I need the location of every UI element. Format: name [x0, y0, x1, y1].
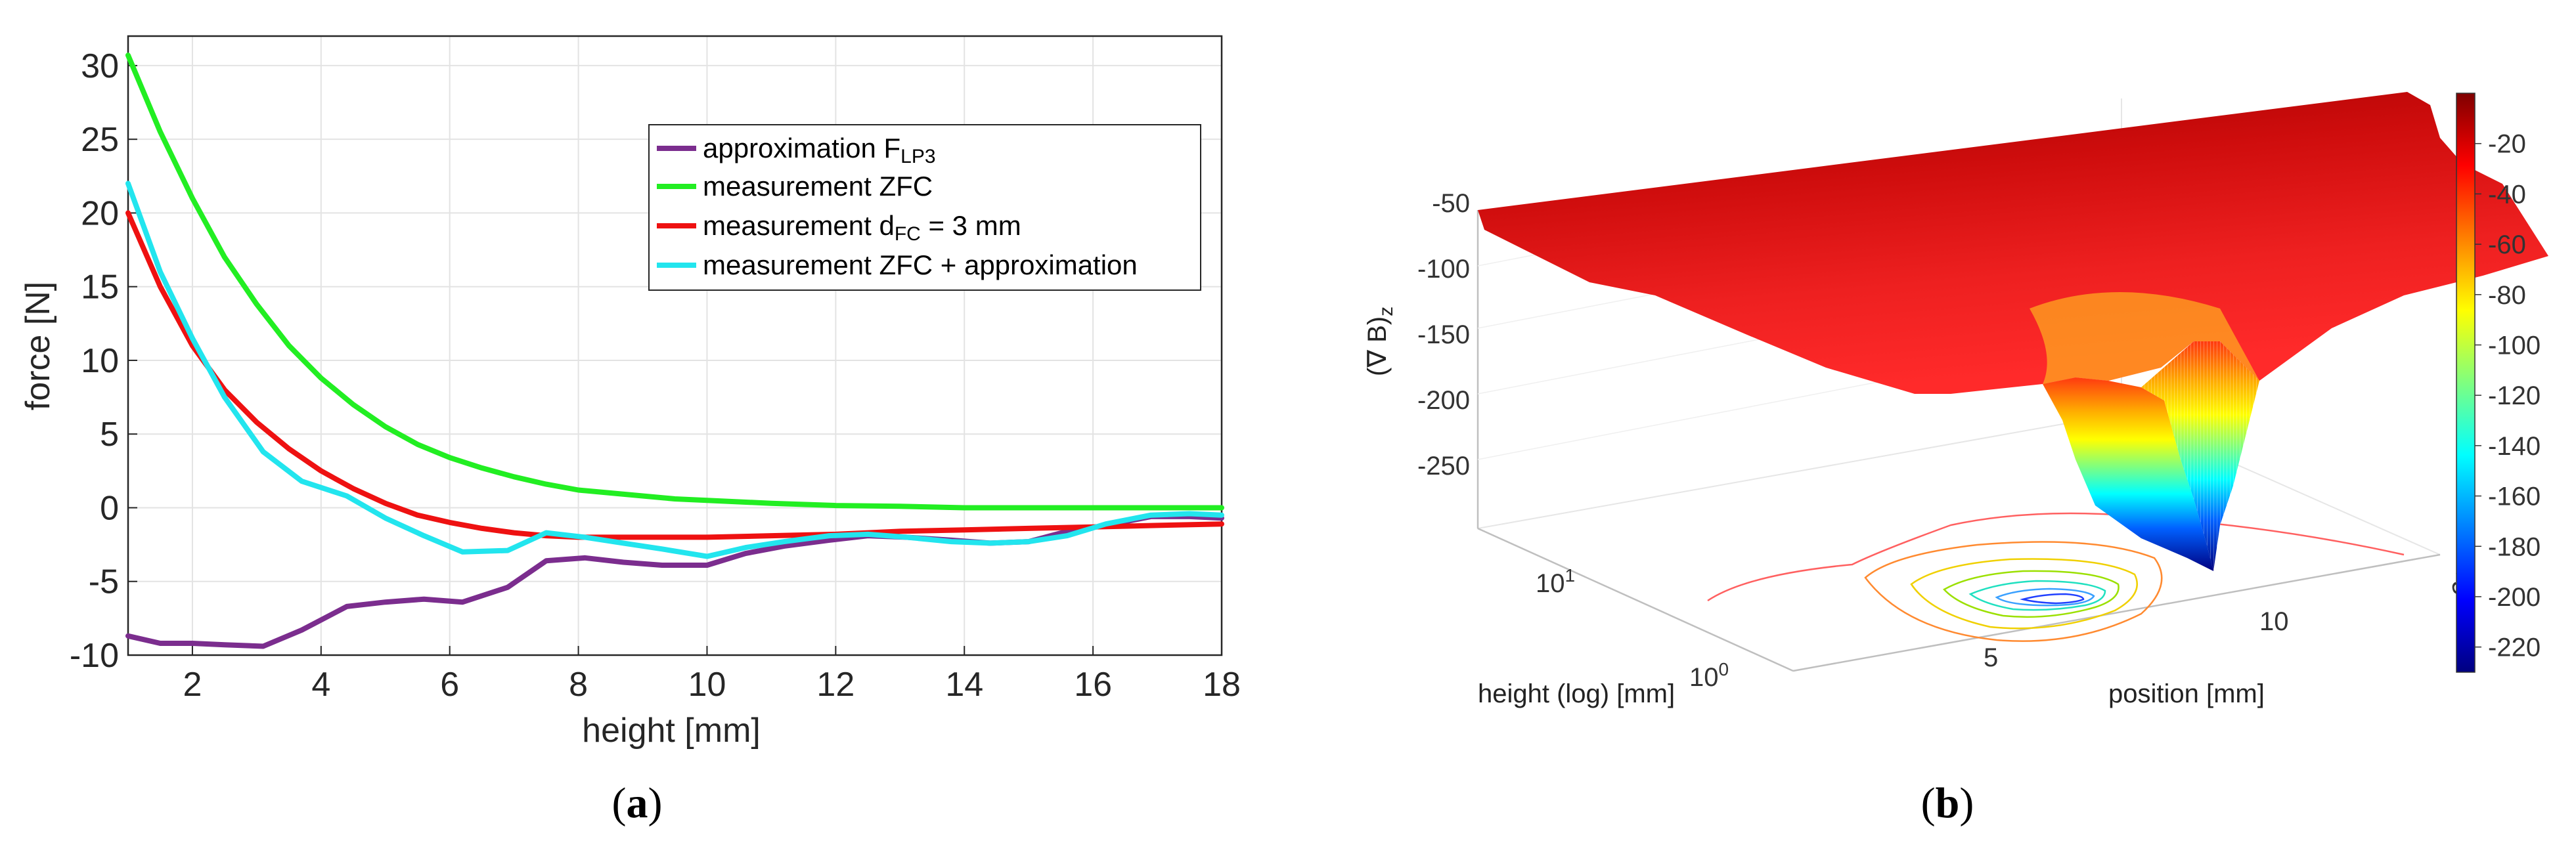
y-tick-label: 0: [100, 489, 119, 527]
x-tick-10: 10: [2259, 607, 2289, 636]
colorbar-tick-label: -20: [2488, 130, 2526, 159]
z-tick-label: -100: [1417, 255, 1470, 284]
colorbar-tick-label: -120: [2488, 381, 2541, 410]
surface-mesh: [2141, 341, 2259, 571]
colorbar-tick-label: -180: [2488, 532, 2541, 561]
series-zfc-approx: [125, 181, 1224, 559]
colorbar-tick-label: -200: [2488, 583, 2541, 612]
panel-caption-a: (a): [612, 779, 663, 827]
z-tick-label: -250: [1417, 452, 1470, 481]
series-lines: [125, 53, 1224, 649]
chart-a: 2 4 6 8 10 12 14 16 18 -10 -5 0 5 10 15 20 25 30 height …: [19, 35, 1241, 827]
y-tick-10-0: 100: [1689, 659, 1729, 692]
legend-box: [648, 124, 1201, 291]
colorbar-tick-labels: -20 -40 -60 -80 -100 -120 -140 -160 -180 -200 -220: [2475, 130, 2541, 662]
z-tick-label: -150: [1417, 320, 1470, 349]
chart-b: -50 -100 -150 -200 -250 (∇ B)z 101 100 5 10 …: [1363, 92, 2548, 827]
legend-label-approximation: approximation FLP3: [703, 133, 936, 167]
y-tick-label: 10: [81, 342, 119, 380]
y-tick-label: 20: [81, 194, 119, 232]
surface-well-left: [2043, 377, 2213, 571]
x-tick-5: 5: [1984, 643, 1998, 672]
colorbar-tick-label: -40: [2488, 180, 2526, 209]
x-tick-labels: 2 4 6 8 10 12 14 16 18: [183, 646, 1241, 704]
z-tick-label: -200: [1417, 386, 1470, 415]
x-tick-label: 8: [569, 666, 588, 704]
surface: [1478, 92, 2548, 571]
legend-label-zfc: measurement ZFC: [703, 171, 933, 202]
y-tick-label: 5: [100, 416, 119, 454]
y-tick-label: 30: [81, 47, 119, 85]
y-tick-label: -5: [89, 563, 119, 601]
legend: approximation FLP3 measurement ZFC measu…: [648, 124, 1201, 291]
surface-top-sheet: [1478, 92, 2548, 394]
panel-caption-b: (b): [1921, 779, 1974, 827]
colorbar-tick-label: -80: [2488, 281, 2526, 310]
z-axis-label: (∇ B)z: [1363, 307, 1397, 376]
x-axis-label: position [mm]: [2108, 679, 2265, 708]
colorbar-tick-label: -220: [2488, 633, 2541, 662]
y-tick-labels: -10 -5 0 5 10 15 20 25 30: [70, 47, 137, 675]
series-dfc: [125, 210, 1224, 540]
x-tick-label: 6: [440, 666, 459, 704]
y-tick-label: 25: [81, 121, 119, 159]
z-tick-label: -50: [1432, 189, 1470, 218]
y-tick-label: -10: [70, 637, 119, 675]
x-tick-label: 12: [816, 666, 855, 704]
legend-label-zfc-approx: measurement ZFC + approximation: [703, 249, 1138, 280]
x-tick-label: 4: [311, 666, 330, 704]
y-tick-label: 15: [81, 268, 119, 307]
y-tick-labels: 101 100: [1536, 565, 1729, 692]
colorbar-tick-label: -60: [2488, 230, 2526, 259]
colorbar-gradient: [2456, 93, 2476, 673]
legend-label-dfc: measurement dFC = 3 mm: [703, 210, 1021, 245]
plot-area-frame: [127, 35, 1223, 656]
contour-lines: [1707, 512, 2405, 642]
x-tick-label: 10: [688, 666, 726, 704]
y-tick-10-1: 101: [1536, 565, 1575, 598]
x-axis-label: height [mm]: [582, 712, 761, 750]
x-tick-label: 16: [1074, 666, 1112, 704]
x-tick-label: 18: [1203, 666, 1241, 704]
colorbar-tick-label: -140: [2488, 432, 2541, 461]
surface-yellow-wash: [2030, 292, 2259, 384]
colorbar-tick-label: -100: [2488, 331, 2541, 360]
x-tick-label: 14: [945, 666, 983, 704]
colorbar-tick-label: -160: [2488, 482, 2541, 511]
x-tick-labels: 5 10 -5: [1984, 569, 2477, 672]
y-axis-label: height (log) [mm]: [1478, 679, 1675, 708]
x-tick-label: 2: [183, 666, 202, 704]
series-zfc: [125, 53, 1224, 511]
colorbar: -20 -40 -60 -80 -100 -120 -140 -160 -180 -200 -220: [2456, 93, 2541, 673]
z-tick-labels: -50 -100 -150 -200 -250: [1417, 189, 1470, 481]
y-axis-label: force [N]: [19, 282, 57, 411]
